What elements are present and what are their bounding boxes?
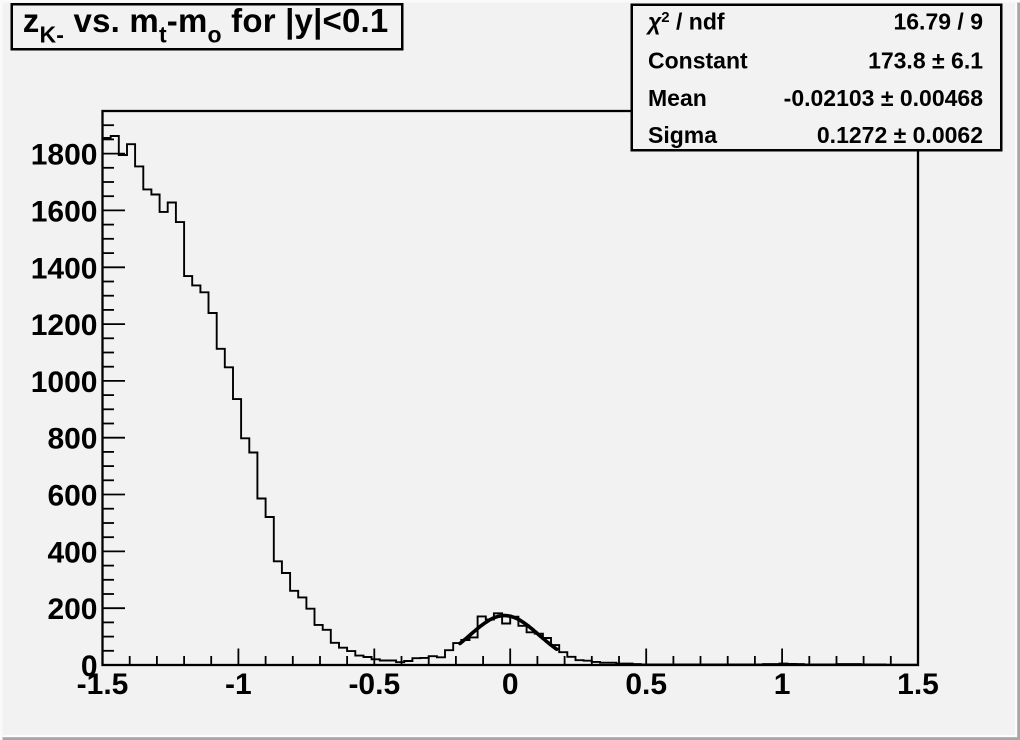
svg-text:1.5: 1.5 (897, 668, 939, 701)
svg-text:1600: 1600 (31, 195, 98, 228)
svg-text:0.1272 ± 0.0062: 0.1272 ± 0.0062 (817, 122, 983, 148)
svg-text:1000: 1000 (31, 366, 98, 399)
svg-text:0.5: 0.5 (625, 668, 667, 701)
svg-text:1: 1 (774, 668, 791, 701)
svg-text:800: 800 (47, 423, 97, 456)
svg-text:-0.5: -0.5 (348, 668, 400, 701)
svg-text:zK- vs. mt-mo for |y|<0.1: zK- vs. mt-mo for |y|<0.1 (23, 2, 389, 48)
svg-text:173.8 ± 6.1: 173.8 ± 6.1 (868, 48, 983, 74)
svg-text:1200: 1200 (31, 309, 98, 342)
svg-text:0: 0 (81, 650, 98, 683)
svg-text:400: 400 (47, 536, 97, 569)
svg-text:Sigma: Sigma (648, 122, 717, 148)
svg-text:200: 200 (47, 593, 97, 626)
svg-text:16.79 / 9: 16.79 / 9 (893, 9, 983, 35)
svg-text:600: 600 (47, 480, 97, 513)
svg-text:1800: 1800 (31, 139, 98, 172)
svg-text:1400: 1400 (31, 252, 98, 285)
svg-text:χ2 / ndf: χ2 / ndf (645, 9, 725, 35)
svg-text:Constant: Constant (648, 48, 748, 74)
svg-text:-0.02103 ± 0.00468: -0.02103 ± 0.00468 (784, 85, 984, 111)
svg-text:Mean: Mean (648, 85, 707, 111)
svg-text:0: 0 (502, 668, 519, 701)
svg-text:-1: -1 (225, 668, 252, 701)
svg-text:-1.5: -1.5 (77, 668, 129, 701)
